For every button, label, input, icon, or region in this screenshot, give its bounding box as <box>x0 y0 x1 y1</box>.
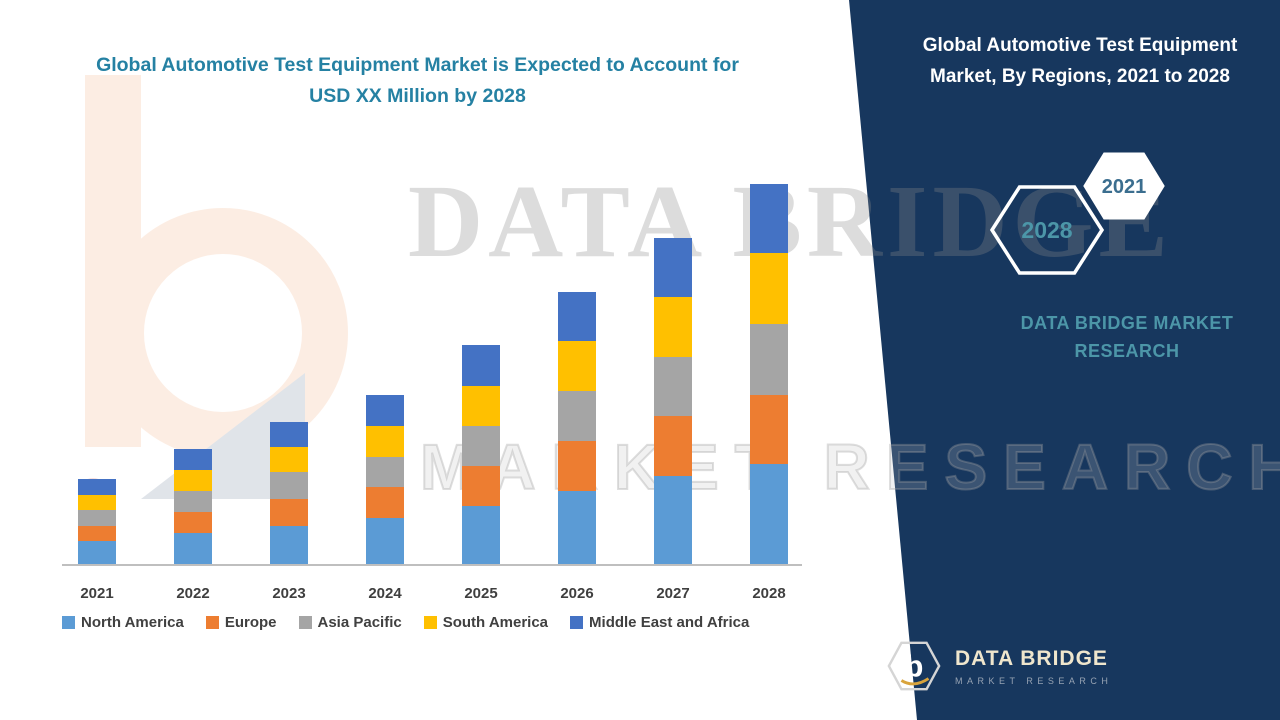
legend-item-south-america: South America <box>423 614 549 631</box>
bar-segment-asia-pacific <box>750 324 788 396</box>
legend: North America Europe Asia Pacific South Ame… <box>62 614 749 631</box>
bar-segment-middle-east-and-africa <box>174 448 212 471</box>
footer-logo-swoosh-icon <box>900 677 930 686</box>
watermark-logo-icon <box>78 75 348 505</box>
bar-segment-europe <box>174 512 212 534</box>
legend-item-middle-east-and-africa: Middle East and Africa <box>570 614 749 631</box>
bar-2023 <box>270 422 308 564</box>
legend-label: Europe <box>224 614 277 631</box>
bar-segment-europe <box>750 395 788 465</box>
bar-2021 <box>78 479 116 564</box>
bar-segment-south-america <box>750 253 788 325</box>
watermark-logo-stem <box>85 75 141 447</box>
bar-segment-south-america <box>366 425 404 457</box>
legend-swatch <box>570 616 584 629</box>
x-axis-line <box>62 564 802 566</box>
side-panel-title: Global Automotive Test Equipment Market,… <box>922 35 1238 88</box>
footer-logo-hexagon-icon: b <box>887 641 941 691</box>
hexagon-2021-label: 2021 <box>1102 176 1147 198</box>
footer-logo-hexagon-outline <box>887 641 941 691</box>
legend-label: Middle East and Africa <box>589 614 750 631</box>
x-axis-label: 2026 <box>560 585 594 602</box>
bar-segment-middle-east-and-africa <box>462 345 500 386</box>
bar-segment-south-america <box>558 341 596 392</box>
bar-segment-europe <box>462 466 500 507</box>
legend-swatch <box>62 616 75 629</box>
bar-2026 <box>558 291 596 564</box>
bar-segment-south-america <box>270 446 308 472</box>
legend-item-asia-pacific: Asia Pacific <box>298 614 402 631</box>
bar-segment-north-america <box>654 475 692 564</box>
bar-segment-north-america <box>270 525 308 564</box>
footer-logo-tagline: MARKET RESEARCH <box>955 675 1113 686</box>
x-axis-label: 2021 <box>80 585 114 602</box>
bar-2028 <box>750 184 788 564</box>
x-axis-label: 2023 <box>272 585 306 602</box>
x-axis-label: 2022 <box>176 585 210 602</box>
bar-2027 <box>654 237 692 564</box>
x-axis-label: 2028 <box>752 585 786 602</box>
bar-segment-south-america <box>78 494 116 511</box>
hexagon-2028-icon <box>990 185 1105 275</box>
chart-title: Global Automotive Test Equipment Market … <box>96 54 739 108</box>
legend-item-europe: Europe <box>205 614 277 631</box>
bar-segment-middle-east-and-africa <box>750 184 788 254</box>
bar-segment-north-america <box>462 506 500 564</box>
bar-segment-middle-east-and-africa <box>366 395 404 426</box>
bar-chart: 2021 2022 2023 2024 2025 2026 2027 2028 <box>62 148 802 602</box>
bar-2024 <box>366 395 404 564</box>
legend-swatch <box>298 616 312 629</box>
bar-segment-north-america <box>558 491 596 564</box>
bar-segment-south-america <box>174 470 212 492</box>
brand-text: DATA BRIDGE MARKET RESEARCH <box>1020 313 1234 361</box>
hexagon-2021-icon <box>1083 152 1165 220</box>
bar-segment-europe <box>78 525 116 541</box>
legend-swatch <box>423 616 437 629</box>
bar-segment-north-america <box>78 541 116 564</box>
bar-segment-asia-pacific <box>270 471 308 499</box>
bar-segment-north-america <box>174 533 212 564</box>
footer-logo-initial: b <box>905 649 924 684</box>
watermark-logo-bowl <box>98 208 348 458</box>
footer-logo-text: DATA BRIDGE MARKET RESEARCH <box>955 647 1112 686</box>
x-axis-label: 2024 <box>368 585 402 602</box>
legend-item-north-america: North America <box>62 614 184 631</box>
bar-segment-asia-pacific <box>78 510 116 526</box>
x-axis-label: 2027 <box>656 585 690 602</box>
legend-label: South America <box>442 614 549 631</box>
bar-segment-europe <box>558 441 596 492</box>
bar-2025 <box>462 345 500 564</box>
bar-segment-asia-pacific <box>174 491 212 513</box>
bar-segment-north-america <box>366 517 404 564</box>
bar-segment-asia-pacific <box>366 456 404 488</box>
bar-segment-europe <box>654 416 692 476</box>
bar-segment-europe <box>270 498 308 526</box>
year-hexagons: 2028 2021 <box>990 152 1165 275</box>
bar-segment-north-america <box>750 464 788 564</box>
legend-label: Asia Pacific <box>317 614 402 631</box>
bar-segment-middle-east-and-africa <box>78 479 116 495</box>
bar-segment-asia-pacific <box>558 391 596 442</box>
footer-logo: b DATA BRIDGE MARKET RESEARCH <box>885 634 1112 698</box>
bar-segment-europe <box>366 487 404 518</box>
bar-segment-south-america <box>654 297 692 357</box>
bar-segment-middle-east-and-africa <box>654 237 692 298</box>
bar-segment-middle-east-and-africa <box>270 422 308 447</box>
legend-label: North America <box>81 614 184 631</box>
bar-2022 <box>174 448 212 564</box>
x-axis-label: 2025 <box>464 585 498 602</box>
bar-segment-middle-east-and-africa <box>558 291 596 342</box>
bar-segment-asia-pacific <box>462 425 500 467</box>
bar-segment-asia-pacific <box>654 356 692 417</box>
hexagon-2028-label: 2028 <box>1021 217 1072 243</box>
footer-logo-name: DATA BRIDGE <box>955 646 1108 670</box>
legend-swatch <box>205 616 219 629</box>
bar-segment-south-america <box>462 385 500 426</box>
